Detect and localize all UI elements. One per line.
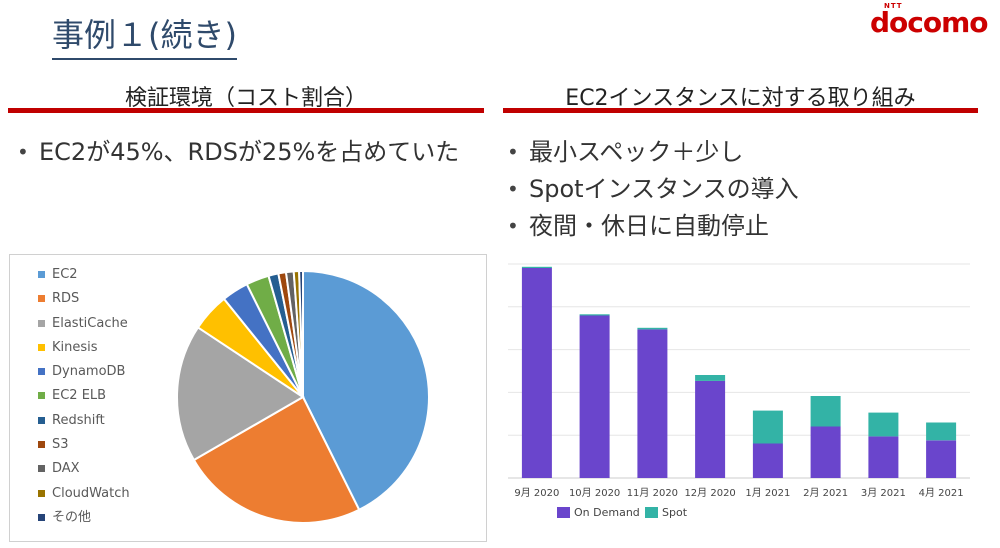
legend-label: S3 (52, 437, 69, 453)
legend-label: DAX (52, 461, 80, 477)
pie-chart-canvas (176, 269, 430, 524)
x-tick-label: 11月 2020 (627, 487, 678, 499)
spot-bar-1 (521, 266, 552, 268)
on-demand-bar-6 (810, 426, 841, 478)
legend-label: EC2 (52, 267, 78, 282)
spot-bar-6 (810, 396, 841, 427)
legend-swatch (38, 392, 45, 400)
bar-legend-label: On Demand (574, 506, 640, 519)
on-demand-bar-8 (926, 440, 957, 478)
pie-legend-item: DynamoDB (38, 360, 130, 384)
legend-swatch (38, 441, 45, 449)
bar-legend-swatch (557, 507, 570, 518)
legend-swatch (38, 319, 45, 327)
on-demand-bar-3 (637, 329, 668, 478)
cost-pie-chart: EC2 RDS ElastiCache Kinesis DynamoDB EC2 ELB R… (9, 254, 487, 542)
x-tick-label: 10月 2020 (569, 487, 620, 499)
on-demand-bar-2 (579, 315, 610, 478)
pie-legend: EC2 RDS ElastiCache Kinesis DynamoDB EC2 ELB R… (38, 263, 130, 530)
x-tick-label: 12月 2020 (684, 487, 735, 499)
logo-ntt-text: NTT (884, 2, 903, 10)
right-heading-underline (503, 108, 978, 113)
pie-slice-2 (192, 395, 361, 524)
logo-name-text: docomo (870, 6, 989, 39)
left-bullet-list: EC2が45%、RDSが25%を占めていた (17, 134, 459, 171)
pie-legend-item: Redshift (38, 409, 130, 433)
legend-swatch (38, 465, 45, 473)
right-bullet-item: Spotインスタンスの導入 (507, 171, 799, 208)
legend-swatch (38, 513, 45, 521)
x-tick-label: 4月 2021 (919, 487, 964, 499)
pie-legend-item: Kinesis (38, 336, 130, 360)
legend-label: DynamoDB (52, 364, 126, 380)
spot-bar-4 (695, 375, 726, 381)
legend-swatch (38, 368, 45, 376)
legend-label: ElastiCache (52, 315, 128, 331)
pie-legend-item: EC2 ELB (38, 384, 130, 408)
bar-legend-swatch (645, 507, 658, 518)
legend-swatch (38, 489, 45, 497)
on-demand-bar-4 (695, 380, 726, 478)
left-section-heading: 検証環境（コスト割合） (124, 86, 367, 111)
x-tick-label: 1月 2021 (745, 487, 790, 499)
on-demand-bar-7 (868, 436, 899, 478)
x-tick-label: 3月 2021 (861, 487, 906, 499)
legend-label: EC2 ELB (52, 388, 107, 404)
right-section-heading: EC2インスタンスに対する取り組み (565, 86, 916, 111)
pie-legend-item: ElastiCache (38, 312, 130, 336)
right-bullet-item: 夜間・休日に自動停止 (507, 208, 799, 245)
spot-bar-7 (868, 412, 899, 437)
spot-bar-2 (579, 314, 610, 316)
pie-legend-item: DAX (38, 457, 130, 481)
on-demand-bar-1 (521, 268, 552, 478)
pie-slice-11 (298, 269, 304, 398)
pie-legend-item: その他 (38, 506, 130, 530)
pie-legend-item: S3 (38, 433, 130, 457)
on-demand-bar-5 (752, 443, 783, 478)
legend-label: RDS (52, 291, 80, 307)
left-heading-underline (8, 108, 484, 113)
spot-bar-3 (637, 327, 668, 330)
left-bullet-item: EC2が45%、RDSが25%を占めていた (17, 134, 459, 171)
pie-legend-item: RDS (38, 287, 130, 311)
right-bullet-list: 最小スペック＋少し Spotインスタンスの導入 夜間・休日に自動停止 (507, 134, 799, 245)
spot-bar-8 (926, 422, 957, 441)
legend-label: CloudWatch (52, 485, 130, 501)
pie-slice-3 (176, 326, 305, 462)
legend-label: Redshift (52, 412, 105, 428)
x-tick-label: 2月 2021 (803, 487, 848, 499)
x-tick-label: 9月 2020 (514, 487, 559, 499)
legend-swatch (38, 416, 45, 424)
legend-swatch (38, 271, 45, 278)
pie-slice-1 (302, 269, 430, 512)
spot-bar-5 (752, 410, 783, 444)
legend-label: Kinesis (52, 339, 98, 355)
legend-swatch (38, 295, 45, 303)
pie-legend-item: CloudWatch (38, 482, 130, 506)
docomo-logo: NTT docomo (866, 0, 996, 40)
pie-legend-item: EC2 (38, 263, 130, 287)
bar-legend-label: Spot (662, 506, 688, 519)
ec2-cost-bar-chart: 9月 2020 10月 2020 11月 2020 12月 2020 1月 2021 2月… (505, 254, 973, 540)
bar-chart-canvas: 9月 2020 10月 2020 11月 2020 12月 2020 1月 2021 2月… (508, 263, 970, 519)
legend-swatch (38, 343, 45, 351)
legend-label: その他 (52, 509, 92, 525)
slide-title: 事例１(続き) (52, 14, 237, 60)
right-bullet-item: 最小スペック＋少し (507, 134, 799, 171)
